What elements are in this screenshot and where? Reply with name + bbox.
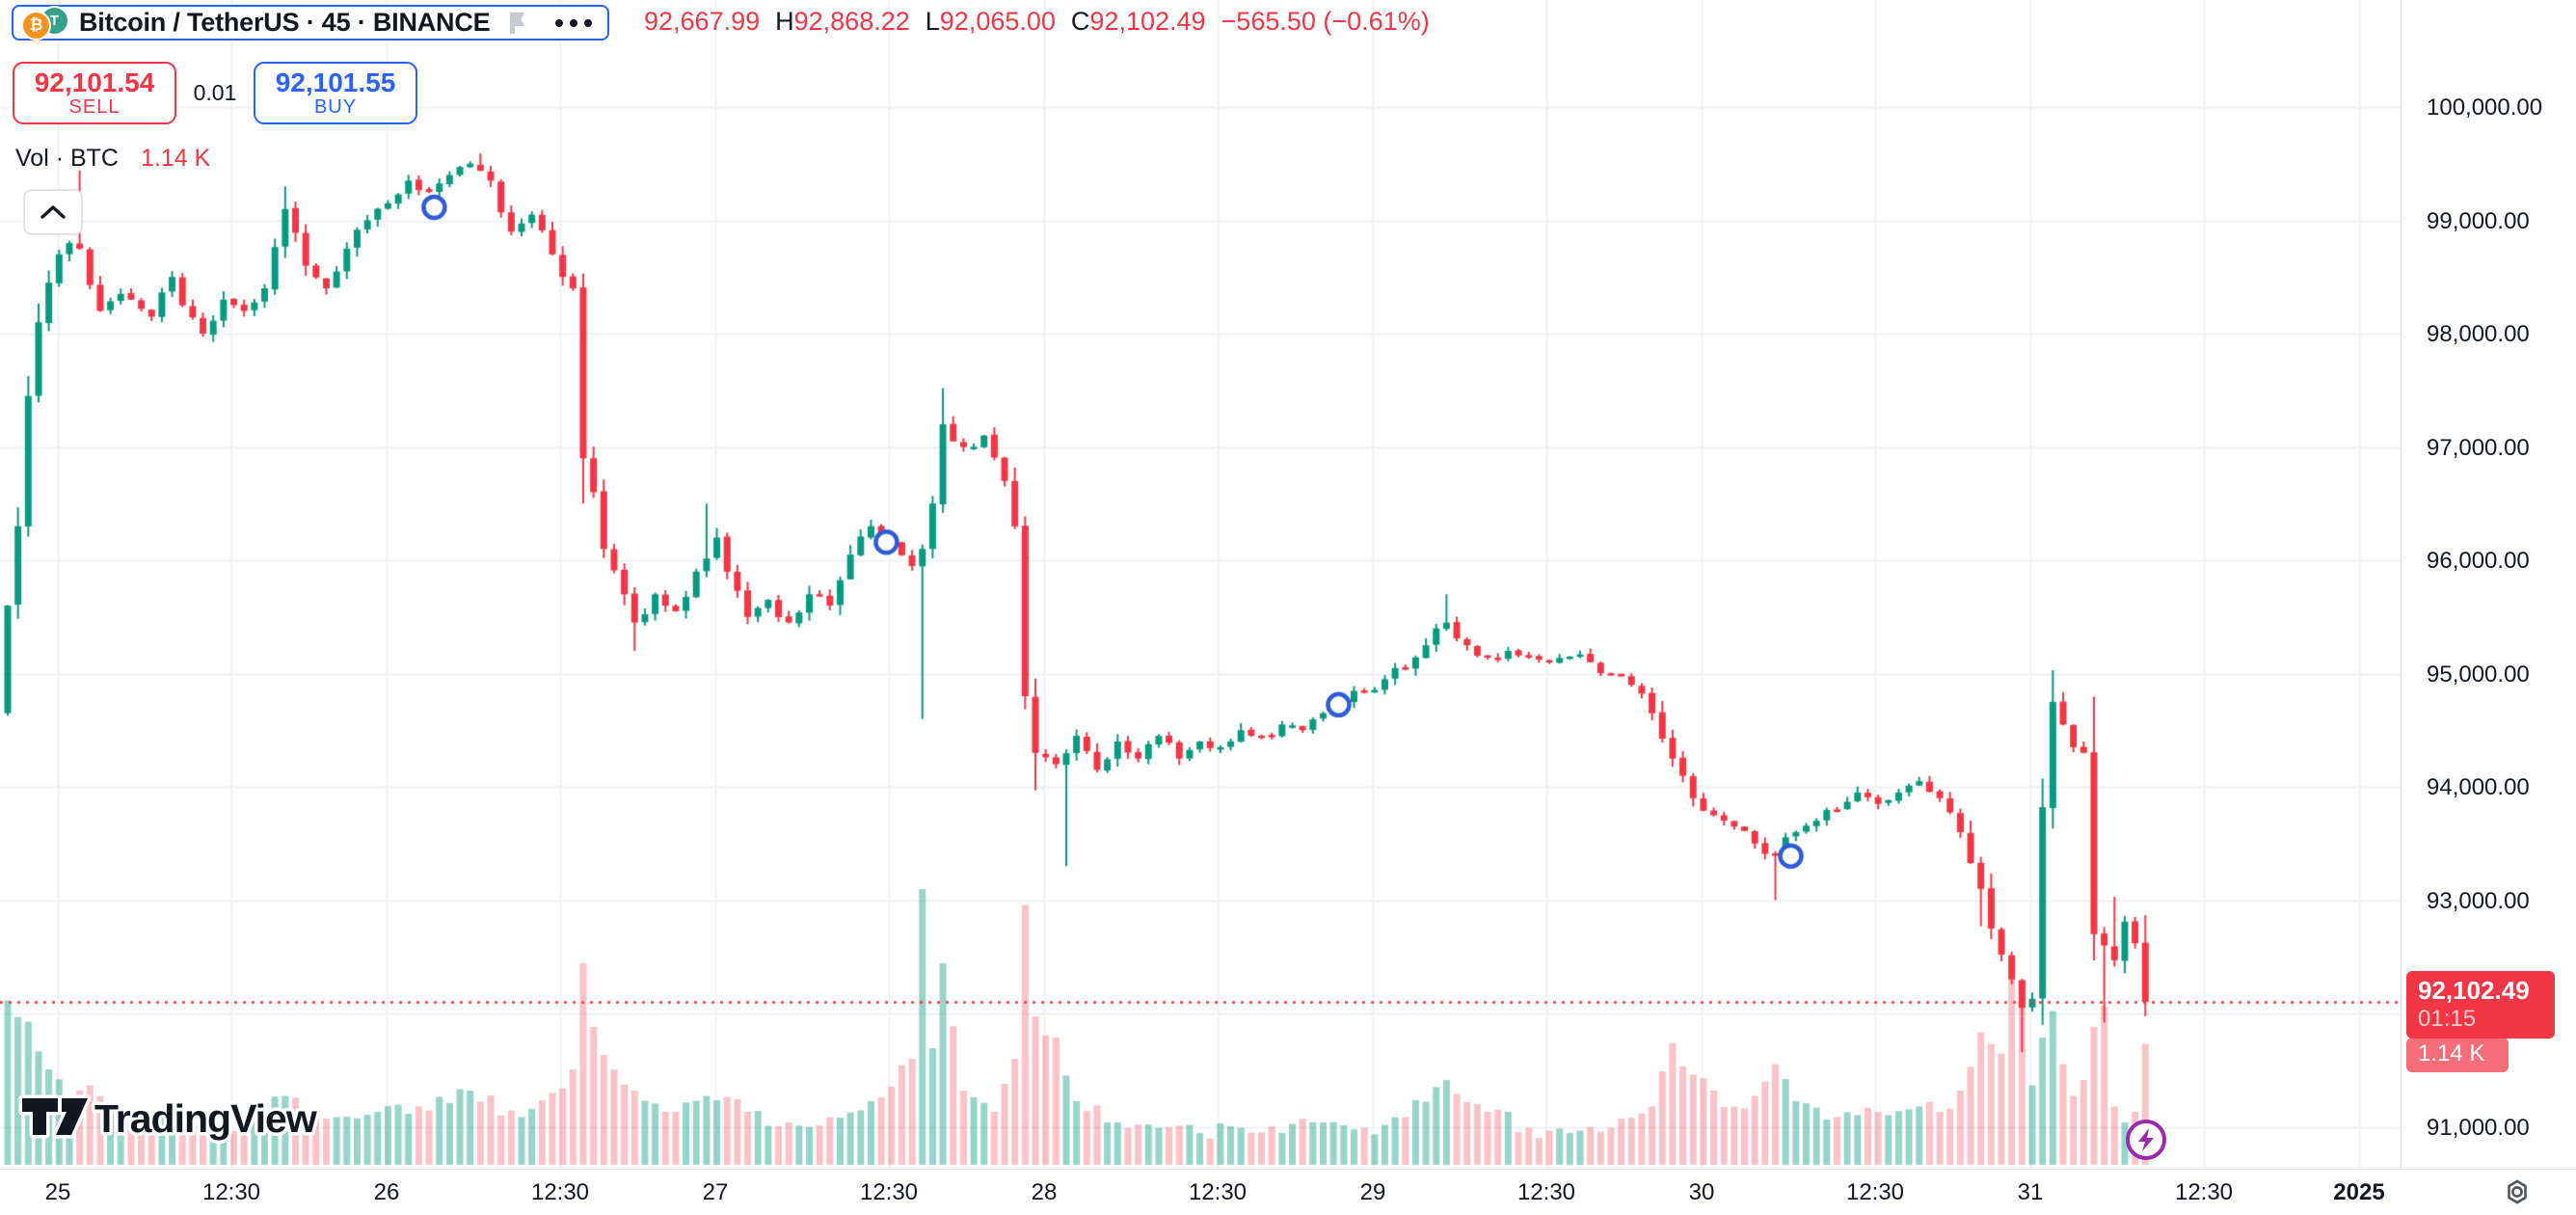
- last-price-value: 92,102.49: [2418, 976, 2530, 1005]
- tradingview-wordmark: TradingView: [94, 1096, 317, 1141]
- time-tick-label: 28: [1031, 1179, 1058, 1205]
- time-tick-label: 12:30: [859, 1179, 919, 1205]
- buy-label: BUY: [313, 95, 358, 118]
- trade-panel: 92,101.54 SELL 0.01 92,101.55 BUY: [13, 62, 417, 124]
- time-tick-label: 30: [1688, 1179, 1715, 1205]
- sell-price: 92,101.54: [34, 68, 155, 98]
- price-tick-label: 100,000.00: [2427, 94, 2543, 121]
- price-tick-label: 98,000.00: [2427, 321, 2530, 347]
- time-tick-label: 12:30: [1516, 1179, 1576, 1205]
- time-tick-label: 29: [1359, 1179, 1386, 1205]
- chevron-up-icon: [40, 205, 66, 219]
- price-tick-label: 95,000.00: [2427, 661, 2530, 688]
- open-value: 92,667.99: [644, 6, 761, 36]
- tradingview-logo[interactable]: TradingView: [17, 1090, 335, 1148]
- time-tick-label: 12:30: [2174, 1179, 2234, 1205]
- ohlc-readout: 92,667.99 H 92,868.22 L 92,065.00 C 92,102.…: [644, 6, 1430, 36]
- high-value: 92,868.22: [793, 6, 910, 36]
- bitcoin-coin-icon: ₿: [23, 12, 49, 39]
- bar-countdown: 01:15: [2418, 1006, 2477, 1032]
- lightning-bolt-icon[interactable]: [2124, 1118, 2168, 1167]
- time-tick-label: 2025: [2333, 1179, 2385, 1205]
- time-tick-label: 31: [2017, 1179, 2044, 1205]
- time-tick-label: 27: [702, 1179, 729, 1205]
- price-tick-label: 97,000.00: [2427, 434, 2530, 461]
- time-tick-label: 12:30: [201, 1179, 261, 1205]
- buy-button[interactable]: 92,101.55 BUY: [254, 62, 417, 124]
- low-label: L: [925, 6, 940, 36]
- symbol-header[interactable]: T ₿ Bitcoin / TetherUS · 45 · BINANCE: [12, 5, 610, 40]
- time-axis[interactable]: 25 12:30 26 12:30 27 12:30 28 12:30 29 12:30 30 12:…: [0, 1169, 2576, 1215]
- symbol-pair-icon: T ₿: [23, 7, 67, 39]
- sell-button[interactable]: 92,101.54 SELL: [13, 62, 176, 124]
- time-tick-label: 12:30: [1188, 1179, 1248, 1205]
- volume-indicator-legend[interactable]: Vol · BTC 1.14 K: [15, 145, 210, 173]
- last-volume-tag: 1.14 K: [2406, 1038, 2509, 1072]
- close-label: C: [1070, 6, 1090, 36]
- volume-indicator-label: Vol · BTC: [15, 145, 119, 172]
- flag-icon[interactable]: [507, 11, 530, 36]
- time-tick-label: 12:30: [1845, 1179, 1905, 1205]
- time-tick-label: 12:30: [530, 1179, 590, 1205]
- close-value: 92,102.49: [1089, 6, 1206, 36]
- axis-settings-gear-icon[interactable]: [2503, 1177, 2532, 1211]
- low-value: 92,065.00: [939, 6, 1056, 36]
- change-value: −565.50 (−0.61%): [1221, 6, 1430, 36]
- volume-indicator-value: 1.14 K: [140, 145, 211, 172]
- time-tick-label: 25: [44, 1179, 71, 1205]
- high-label: H: [775, 6, 794, 36]
- collapse-toolbar-button[interactable]: [23, 189, 83, 235]
- sell-label: SELL: [68, 95, 121, 118]
- spread-value: 0.01: [193, 80, 237, 105]
- price-tick-label: 93,000.00: [2427, 887, 2530, 914]
- time-tick-label: 26: [373, 1179, 400, 1205]
- buy-price: 92,101.55: [275, 68, 396, 98]
- symbol-title: Bitcoin / TetherUS · 45 · BINANCE: [79, 8, 491, 37]
- last-price-tag: 92,102.49 01:15: [2406, 971, 2555, 1039]
- price-tick-label: 96,000.00: [2427, 548, 2530, 574]
- price-tick-label: 99,000.00: [2427, 207, 2530, 234]
- price-tick-label: 91,000.00: [2427, 1114, 2530, 1141]
- price-tick-label: 94,000.00: [2427, 774, 2530, 800]
- more-menu-icon[interactable]: [555, 18, 593, 27]
